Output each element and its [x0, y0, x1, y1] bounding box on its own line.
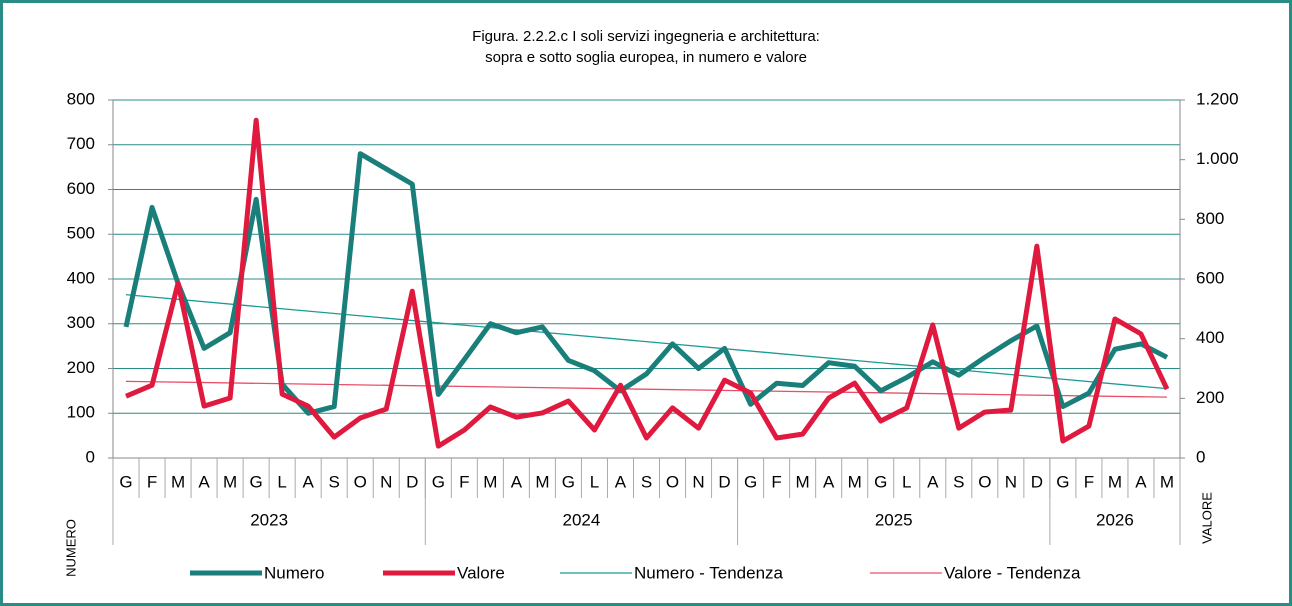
y-tick-label: 0	[86, 447, 95, 466]
x-tick-label: D	[1031, 472, 1043, 491]
legend-label: Valore	[457, 563, 505, 582]
trend-line	[126, 380, 1167, 398]
x-tick-label: A	[615, 472, 627, 491]
legend-label: Numero	[264, 563, 324, 582]
chart-title: Figura. 2.2.2.c I soli servizi ingegneri…	[472, 28, 820, 45]
x-tick-label: L	[590, 472, 599, 491]
x-tick-label: G	[562, 472, 575, 491]
y2-tick-label: 400	[1196, 328, 1224, 347]
x-tick-label: M	[535, 472, 549, 491]
x-tick-label: S	[329, 472, 340, 491]
x-tick-label: D	[718, 472, 730, 491]
legend-label: Valore - Tendenza	[944, 563, 1081, 582]
y-axis-label: NUMERO	[63, 519, 78, 577]
y-tick-label: 100	[67, 403, 95, 422]
y2-tick-label: 0	[1196, 447, 1205, 466]
group-label: 2025	[875, 510, 913, 529]
x-tick-label: M	[223, 472, 237, 491]
x-tick-label: O	[354, 472, 367, 491]
y2-tick-label: 1.200	[1196, 89, 1239, 108]
x-tick-label: M	[1108, 472, 1122, 491]
y-tick-label: 800	[67, 89, 95, 108]
x-tick-label: N	[692, 472, 704, 491]
group-label: 2023	[250, 510, 288, 529]
x-tick-label: M	[171, 472, 185, 491]
x-tick-label: A	[198, 472, 210, 491]
series-line	[125, 117, 1170, 449]
x-tick-label: F	[1084, 472, 1094, 491]
x-tick-label: G	[1056, 472, 1069, 491]
y2-tick-label: 800	[1196, 209, 1224, 228]
chart-title: sopra e sotto soglia europea, in numero …	[485, 49, 807, 66]
y2-tick-label: 600	[1196, 268, 1224, 287]
y2-axis-label: VALORE	[1199, 492, 1214, 544]
group-label: 2024	[563, 510, 601, 529]
x-tick-label: F	[147, 472, 157, 491]
x-tick-label: S	[953, 472, 964, 491]
x-tick-label: N	[1005, 472, 1017, 491]
x-tick-label: L	[277, 472, 286, 491]
x-tick-label: M	[796, 472, 810, 491]
x-tick-label: F	[459, 472, 469, 491]
x-tick-label: G	[250, 472, 263, 491]
y-tick-label: 200	[67, 358, 95, 377]
y-tick-label: 400	[67, 268, 95, 287]
group-label: 2026	[1096, 510, 1134, 529]
y2-tick-label: 200	[1196, 388, 1224, 407]
x-tick-label: G	[119, 472, 132, 491]
x-tick-label: G	[744, 472, 757, 491]
x-tick-label: O	[666, 472, 679, 491]
y-tick-label: 700	[67, 134, 95, 153]
x-tick-label: S	[641, 472, 652, 491]
x-tick-label: M	[1160, 472, 1174, 491]
x-tick-label: A	[511, 472, 523, 491]
x-tick-label: L	[902, 472, 911, 491]
x-tick-label: G	[874, 472, 887, 491]
trend-line	[125, 294, 1168, 390]
x-tick-label: O	[978, 472, 991, 491]
x-tick-label: G	[432, 472, 445, 491]
x-tick-label: M	[848, 472, 862, 491]
legend-label: Numero - Tendenza	[634, 563, 784, 582]
y-tick-label: 300	[67, 313, 95, 332]
x-tick-label: F	[771, 472, 781, 491]
y-tick-label: 600	[67, 179, 95, 198]
x-tick-label: A	[303, 472, 315, 491]
x-tick-label: A	[1135, 472, 1147, 491]
x-tick-label: N	[380, 472, 392, 491]
x-tick-label: M	[483, 472, 497, 491]
x-tick-label: A	[927, 472, 939, 491]
y-tick-label: 500	[67, 224, 95, 243]
x-tick-label: A	[823, 472, 835, 491]
x-tick-label: D	[406, 472, 418, 491]
y2-tick-label: 1.000	[1196, 149, 1239, 168]
